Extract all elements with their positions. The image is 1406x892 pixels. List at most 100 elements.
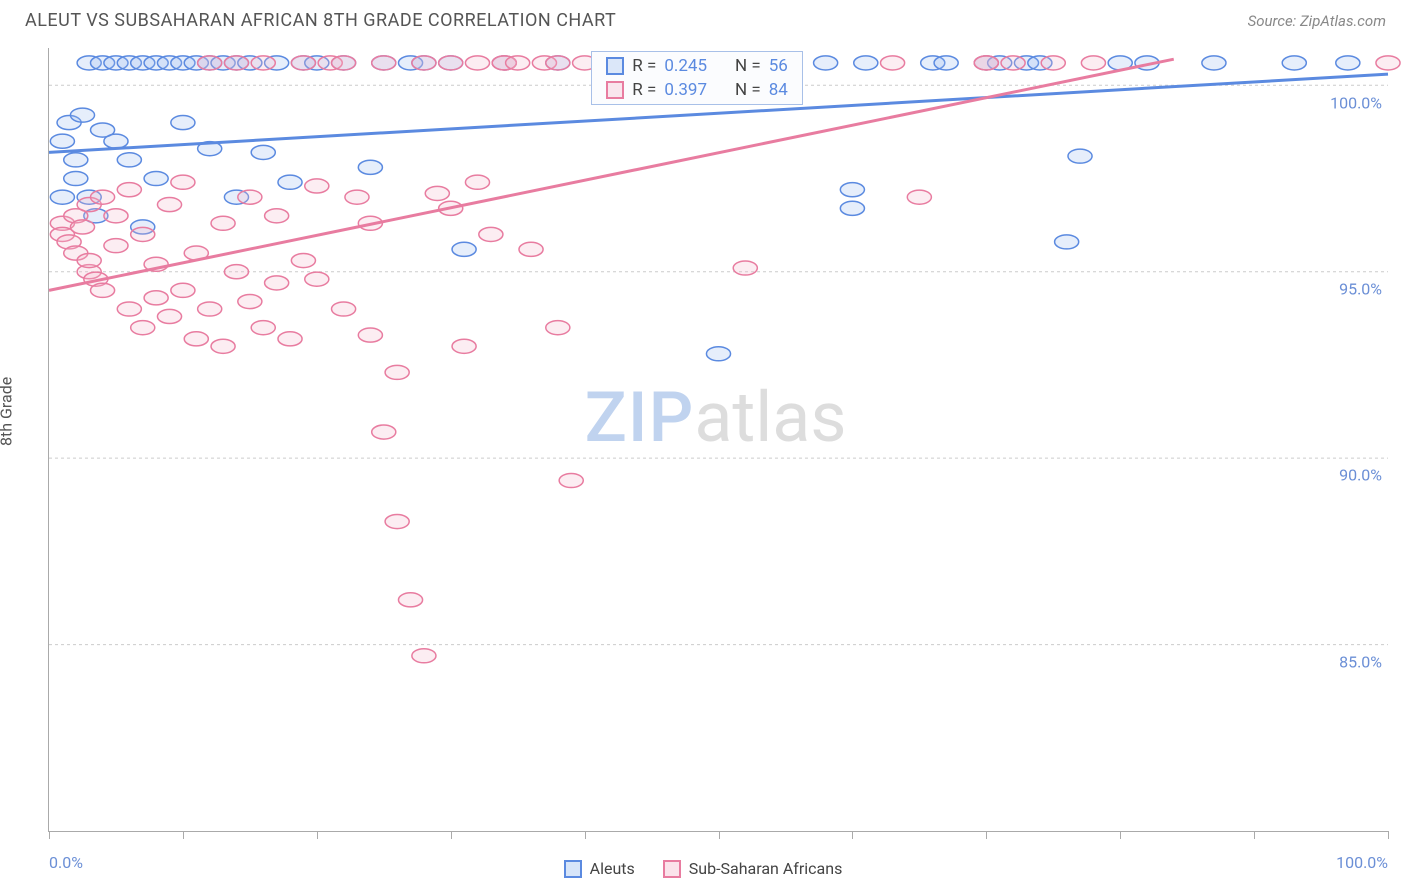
data-point bbox=[398, 593, 422, 607]
data-point bbox=[372, 56, 396, 70]
data-point bbox=[64, 171, 88, 185]
data-point bbox=[974, 56, 998, 70]
data-point bbox=[332, 302, 356, 316]
data-point bbox=[506, 56, 530, 70]
legend-label: Aleuts bbox=[590, 859, 635, 878]
data-point bbox=[546, 321, 570, 335]
data-point bbox=[184, 332, 208, 346]
data-point bbox=[211, 339, 235, 353]
data-point bbox=[559, 473, 583, 487]
data-point bbox=[546, 56, 570, 70]
data-point bbox=[814, 56, 838, 70]
data-point bbox=[238, 190, 262, 204]
source-label: Source: ZipAtlas.com bbox=[1248, 12, 1386, 30]
data-point bbox=[211, 216, 235, 230]
stats-legend: R =0.245N =56R =0.397N =84 bbox=[591, 51, 803, 105]
data-point bbox=[840, 201, 864, 215]
data-point bbox=[251, 145, 275, 159]
data-point bbox=[345, 190, 369, 204]
data-point bbox=[412, 56, 436, 70]
data-point bbox=[305, 179, 329, 193]
data-point bbox=[291, 253, 315, 267]
data-point bbox=[50, 134, 74, 148]
data-point bbox=[465, 56, 489, 70]
data-point bbox=[425, 186, 449, 200]
data-point bbox=[198, 56, 222, 70]
legend-item: Aleuts bbox=[564, 859, 635, 878]
data-point bbox=[733, 261, 757, 275]
data-point bbox=[385, 514, 409, 528]
data-point bbox=[907, 190, 931, 204]
data-point bbox=[706, 347, 730, 361]
data-point bbox=[1336, 56, 1360, 70]
stat-n-label: N = bbox=[735, 56, 761, 76]
data-point bbox=[854, 56, 878, 70]
stat-r-value: 0.245 bbox=[664, 56, 707, 76]
scatter-svg bbox=[49, 48, 1388, 831]
data-point bbox=[278, 175, 302, 189]
data-point bbox=[131, 227, 155, 241]
data-point bbox=[251, 321, 275, 335]
x-tick-mark bbox=[585, 831, 586, 839]
data-point bbox=[465, 175, 489, 189]
data-point bbox=[452, 339, 476, 353]
legend-item: Sub-Saharan Africans bbox=[663, 859, 843, 878]
y-tick-label: 85.0% bbox=[1339, 652, 1382, 671]
stat-r-label: R = bbox=[632, 80, 656, 100]
data-point bbox=[144, 291, 168, 305]
data-point bbox=[1001, 56, 1025, 70]
data-point bbox=[117, 153, 141, 167]
x-tick-mark bbox=[852, 831, 853, 839]
data-point bbox=[64, 153, 88, 167]
data-point bbox=[171, 283, 195, 297]
stat-n-label: N = bbox=[735, 80, 761, 100]
data-point bbox=[452, 242, 476, 256]
y-tick-label: 100.0% bbox=[1330, 93, 1382, 112]
x-tick-mark bbox=[719, 831, 720, 839]
chart-container: ALEUT VS SUBSAHARAN AFRICAN 8TH GRADE CO… bbox=[0, 0, 1406, 892]
data-point bbox=[1282, 56, 1306, 70]
plot-area: ZIPatlas 85.0%90.0%95.0%100.0% 0.0%100.0… bbox=[48, 48, 1388, 832]
data-point bbox=[104, 134, 128, 148]
x-tick-mark bbox=[1388, 831, 1389, 839]
data-point bbox=[171, 175, 195, 189]
legend-swatch bbox=[564, 860, 582, 878]
data-point bbox=[91, 283, 115, 297]
data-point bbox=[1055, 235, 1079, 249]
data-point bbox=[157, 309, 181, 323]
data-point bbox=[291, 56, 315, 70]
x-tick-mark bbox=[183, 831, 184, 839]
y-tick-label: 95.0% bbox=[1339, 279, 1382, 298]
stats-legend-row: R = 0.397 N = 84 bbox=[592, 78, 802, 102]
data-point bbox=[1041, 56, 1065, 70]
data-point bbox=[224, 56, 248, 70]
stats-legend-row: R =0.245N =56 bbox=[592, 54, 802, 78]
data-point bbox=[934, 56, 958, 70]
data-point bbox=[104, 239, 128, 253]
data-point bbox=[251, 56, 275, 70]
legend-swatch bbox=[606, 81, 624, 99]
data-point bbox=[265, 276, 289, 290]
header: ALEUT VS SUBSAHARAN AFRICAN 8TH GRADE CO… bbox=[0, 0, 1406, 37]
data-point bbox=[70, 108, 94, 122]
data-point bbox=[171, 116, 195, 130]
data-point bbox=[131, 321, 155, 335]
data-point bbox=[117, 183, 141, 197]
stat-r-value: 0.397 bbox=[664, 80, 707, 100]
series-legend: Aleuts Sub-Saharan Africans bbox=[0, 859, 1406, 878]
data-point bbox=[1068, 149, 1092, 163]
data-point bbox=[117, 302, 141, 316]
x-tick-mark bbox=[49, 831, 50, 839]
data-point bbox=[358, 328, 382, 342]
data-point bbox=[372, 425, 396, 439]
stat-r-label: R = bbox=[632, 56, 656, 76]
data-point bbox=[1081, 56, 1105, 70]
plot-border: ZIPatlas 85.0%90.0%95.0%100.0% 0.0%100.0… bbox=[48, 48, 1388, 832]
data-point bbox=[840, 183, 864, 197]
chart-title: ALEUT VS SUBSAHARAN AFRICAN 8TH GRADE CO… bbox=[25, 10, 616, 31]
data-point bbox=[70, 220, 94, 234]
data-point bbox=[50, 190, 74, 204]
x-tick-mark bbox=[986, 831, 987, 839]
legend-label: Sub-Saharan Africans bbox=[689, 859, 843, 878]
stat-n-value: 84 bbox=[769, 80, 788, 100]
